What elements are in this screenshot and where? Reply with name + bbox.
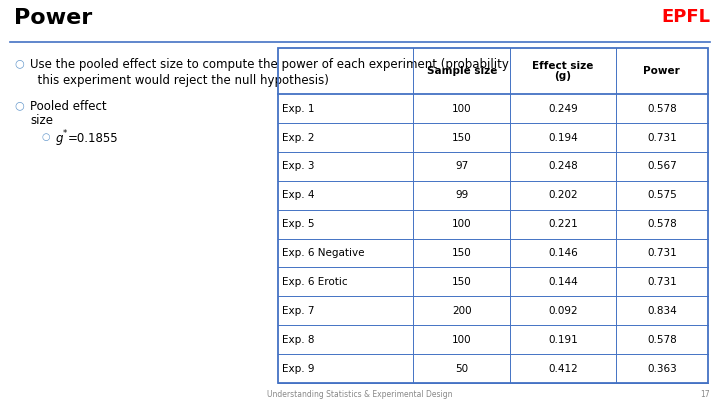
Text: 150: 150 [452,132,472,143]
Text: Power: Power [14,8,92,28]
Text: 0.248: 0.248 [548,162,577,171]
Text: 0.731: 0.731 [647,132,677,143]
Text: Exp. 9: Exp. 9 [282,364,315,373]
Text: 0.834: 0.834 [647,306,677,316]
Text: 0.363: 0.363 [647,364,677,373]
Text: Exp. 1: Exp. 1 [282,104,315,114]
Text: ○: ○ [14,58,24,68]
Text: 0.578: 0.578 [647,335,677,345]
Text: 0.092: 0.092 [548,306,577,316]
Text: 17: 17 [701,390,710,399]
Text: 0.578: 0.578 [647,104,677,114]
Text: 97: 97 [455,162,469,171]
Text: 100: 100 [452,335,472,345]
Text: Exp. 6 Erotic: Exp. 6 Erotic [282,277,348,287]
Text: *: * [63,129,67,138]
Text: Understanding Statistics & Experimental Design: Understanding Statistics & Experimental … [267,390,453,399]
Text: 0.221: 0.221 [548,219,577,229]
Text: 200: 200 [452,306,472,316]
Text: Exp. 7: Exp. 7 [282,306,315,316]
Text: 0.194: 0.194 [548,132,577,143]
Text: Exp. 4: Exp. 4 [282,190,315,200]
Text: 0.575: 0.575 [647,190,677,200]
Text: 50: 50 [455,364,469,373]
Bar [278,48,708,383]
Text: 100: 100 [452,219,472,229]
Text: EPFL: EPFL [661,8,710,26]
Text: 0.578: 0.578 [647,219,677,229]
Text: 0.567: 0.567 [647,162,677,171]
Text: Use the pooled effect size to compute the power of each experiment (probability: Use the pooled effect size to compute th… [30,58,509,71]
Text: 0.202: 0.202 [548,190,577,200]
Text: this experiment would reject the null hypothesis): this experiment would reject the null hy… [30,74,329,87]
Text: 99: 99 [455,190,469,200]
Text: Sample size: Sample size [427,66,497,76]
Text: Power: Power [644,66,680,76]
Text: 150: 150 [452,248,472,258]
Text: size: size [30,114,53,127]
Text: g: g [56,132,63,145]
Text: 0.191: 0.191 [548,335,577,345]
Text: 0.144: 0.144 [548,277,577,287]
Text: (g): (g) [554,71,572,81]
Text: Exp. 5: Exp. 5 [282,219,315,229]
Text: 0.731: 0.731 [647,248,677,258]
Text: Exp. 8: Exp. 8 [282,335,315,345]
Text: ○: ○ [42,132,50,142]
Text: 100: 100 [452,104,472,114]
Text: Exp. 3: Exp. 3 [282,162,315,171]
Text: Pooled effect: Pooled effect [30,100,107,113]
Text: 0.146: 0.146 [548,248,577,258]
Text: =0.1855: =0.1855 [68,132,119,145]
Text: Exp. 2: Exp. 2 [282,132,315,143]
Text: Effect size: Effect size [532,61,593,71]
Text: 0.731: 0.731 [647,277,677,287]
Text: Exp. 6 Negative: Exp. 6 Negative [282,248,364,258]
Text: 150: 150 [452,277,472,287]
Text: 0.249: 0.249 [548,104,577,114]
Text: ○: ○ [14,100,24,110]
Text: 0.412: 0.412 [548,364,577,373]
